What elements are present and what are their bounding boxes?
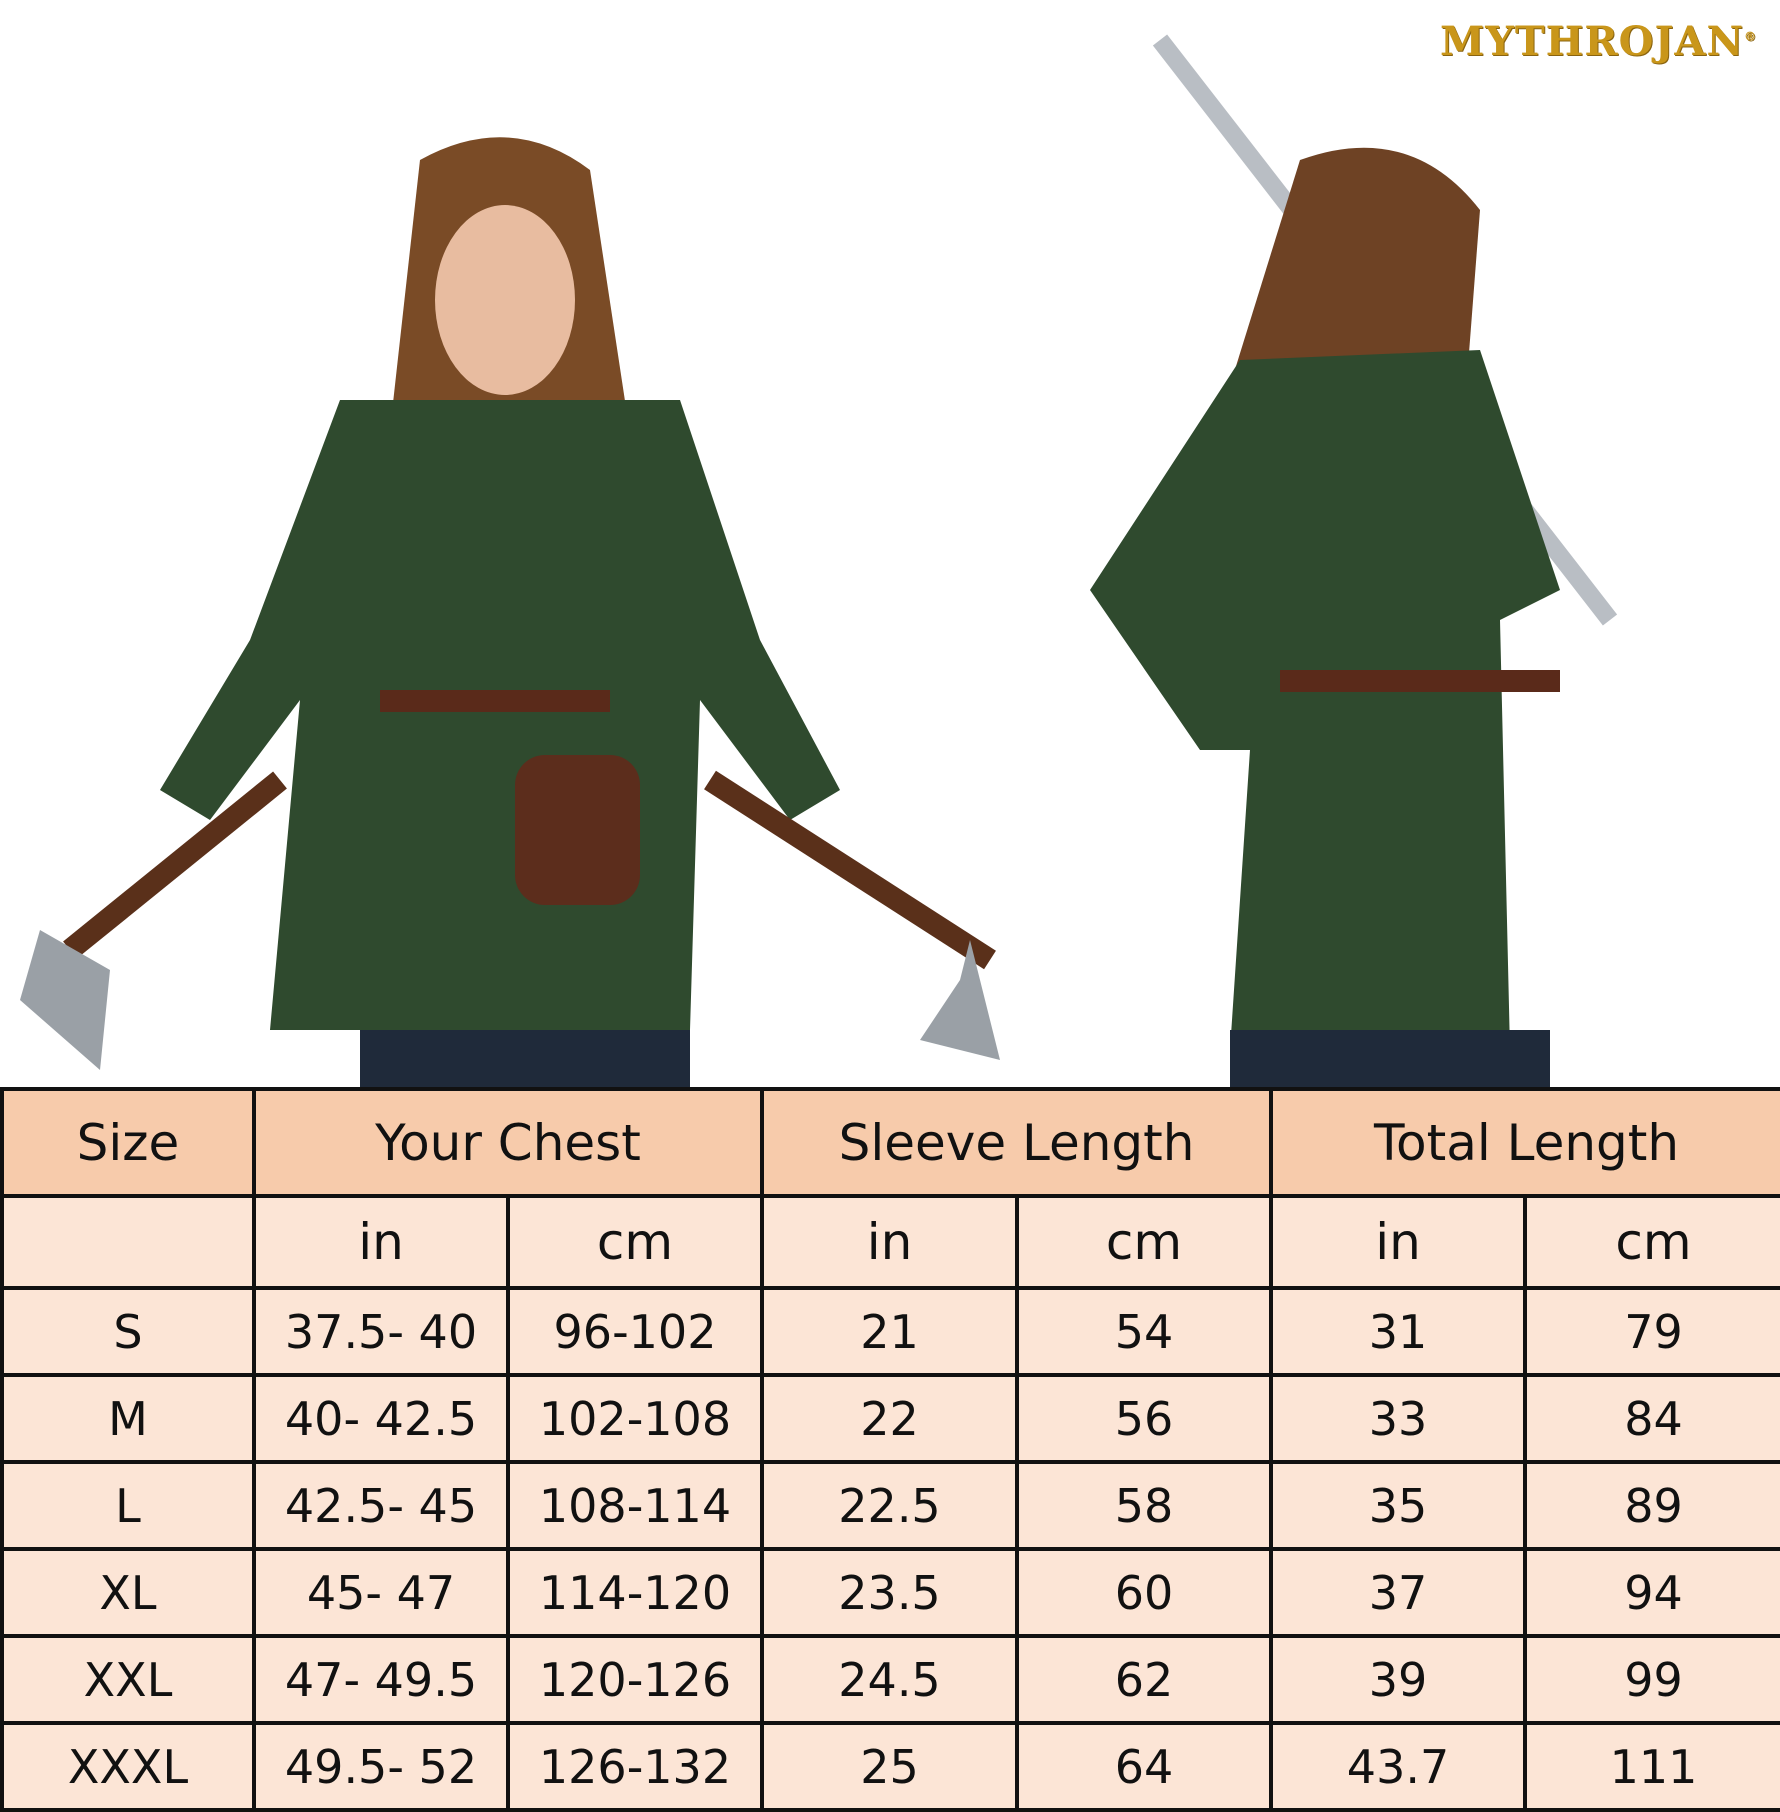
table-row: XXL 47- 49.5 120-126 24.5 62 39 99 — [0, 1634, 1780, 1725]
cell-sleeve-in: 21 — [760, 1286, 1019, 1377]
cell-chest-in: 40- 42.5 — [252, 1373, 510, 1464]
cell-total-in: 33 — [1269, 1373, 1528, 1464]
cell-size: L — [0, 1460, 256, 1551]
cell-sleeve-cm: 60 — [1014, 1547, 1274, 1638]
cell-total-in: 37 — [1269, 1547, 1528, 1638]
cell-sleeve-cm: 64 — [1014, 1721, 1274, 1812]
unit-empty — [0, 1194, 256, 1290]
axe-head-right — [920, 940, 1000, 1060]
cell-size: M — [0, 1373, 256, 1464]
brand-logo: MYTHROJAN® — [1440, 18, 1757, 65]
cell-total-cm: 89 — [1523, 1460, 1780, 1551]
unit-cell: cm — [1014, 1194, 1274, 1290]
cell-chest-cm: 126-132 — [506, 1721, 764, 1812]
cell-chest-cm: 102-108 — [506, 1373, 764, 1464]
cell-size: XXXL — [0, 1721, 256, 1812]
cell-total-in: 31 — [1269, 1286, 1528, 1377]
axe-handle-right — [704, 770, 996, 970]
size-chart: Size Your Chest Sleeve Length Total Leng… — [0, 1087, 1780, 1812]
header-total: Total Length — [1269, 1087, 1780, 1198]
pouch — [515, 755, 640, 905]
table-row: XL 45- 47 114-120 23.5 60 37 94 — [0, 1547, 1780, 1638]
cell-sleeve-in: 25 — [760, 1721, 1019, 1812]
cell-sleeve-in: 22 — [760, 1373, 1019, 1464]
cell-chest-in: 49.5- 52 — [252, 1721, 510, 1812]
axe-handle-left — [63, 771, 287, 959]
cell-chest-cm: 114-120 — [506, 1547, 764, 1638]
cell-chest-cm: 120-126 — [506, 1634, 764, 1725]
unit-cell: cm — [1523, 1194, 1780, 1290]
cell-total-cm: 79 — [1523, 1286, 1780, 1377]
model-front-photo — [20, 137, 1000, 1090]
cell-sleeve-cm: 58 — [1014, 1460, 1274, 1551]
table-row: S 37.5- 40 96-102 21 54 31 79 — [0, 1286, 1780, 1377]
axe-head-left — [20, 930, 110, 1070]
header-chest: Your Chest — [252, 1087, 764, 1198]
cell-chest-in: 45- 47 — [252, 1547, 510, 1638]
table-row: XXXL 49.5- 52 126-132 25 64 43.7 111 — [0, 1721, 1780, 1812]
cell-sleeve-cm: 54 — [1014, 1286, 1274, 1377]
cell-size: S — [0, 1286, 256, 1377]
units-row: in cm in cm in cm — [0, 1194, 1780, 1290]
unit-cell: in — [760, 1194, 1019, 1290]
unit-cell: in — [1269, 1194, 1528, 1290]
unit-cell: cm — [506, 1194, 764, 1290]
model-back-photo — [1090, 34, 1618, 1090]
cell-chest-in: 37.5- 40 — [252, 1286, 510, 1377]
face — [435, 205, 575, 395]
header-sleeve: Sleeve Length — [759, 1087, 1274, 1198]
cell-sleeve-in: 22.5 — [760, 1460, 1019, 1551]
cell-chest-cm: 108-114 — [506, 1460, 764, 1551]
cell-total-in: 43.7 — [1269, 1721, 1528, 1812]
cell-sleeve-cm: 62 — [1014, 1634, 1274, 1725]
cell-sleeve-in: 23.5 — [760, 1547, 1019, 1638]
header-row: Size Your Chest Sleeve Length Total Leng… — [0, 1087, 1780, 1198]
cell-size: XXL — [0, 1634, 256, 1725]
cell-total-cm: 99 — [1523, 1634, 1780, 1725]
header-size: Size — [0, 1087, 256, 1198]
cell-total-cm: 111 — [1523, 1721, 1780, 1812]
cell-chest-in: 42.5- 45 — [252, 1460, 510, 1551]
cell-total-cm: 84 — [1523, 1373, 1780, 1464]
cell-total-in: 35 — [1269, 1460, 1528, 1551]
trousers — [1230, 1030, 1550, 1090]
cell-sleeve-in: 24.5 — [760, 1634, 1019, 1725]
tunic — [1090, 350, 1560, 1050]
table-row: M 40- 42.5 102-108 22 56 33 84 — [0, 1373, 1780, 1464]
belt — [1280, 670, 1560, 692]
cell-size: XL — [0, 1547, 256, 1638]
cell-total-cm: 94 — [1523, 1547, 1780, 1638]
tunic — [160, 400, 840, 1030]
belt — [380, 690, 610, 712]
unit-cell: in — [252, 1194, 510, 1290]
cell-chest-in: 47- 49.5 — [252, 1634, 510, 1725]
table-row: L 42.5- 45 108-114 22.5 58 35 89 — [0, 1460, 1780, 1551]
cell-sleeve-cm: 56 — [1014, 1373, 1274, 1464]
cell-total-in: 39 — [1269, 1634, 1528, 1725]
cell-chest-cm: 96-102 — [506, 1286, 764, 1377]
trousers — [360, 1030, 690, 1090]
